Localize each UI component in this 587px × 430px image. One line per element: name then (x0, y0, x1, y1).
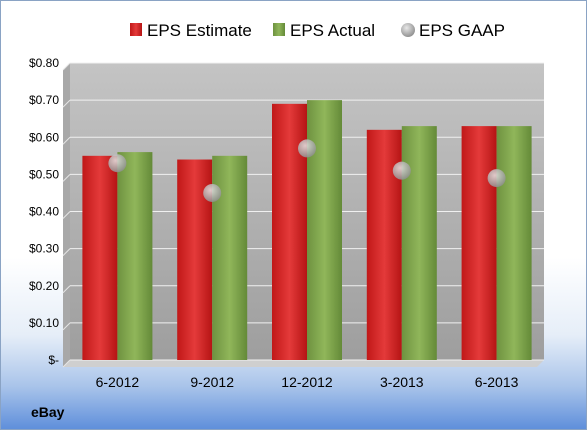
x-category-label: 6-2013 (475, 374, 519, 390)
y-tick-label: $0.80 (29, 56, 59, 70)
gridline-side (62, 136, 71, 145)
eps-estimate-bar (461, 126, 497, 360)
gridline-side (62, 248, 71, 256)
y-tick-label: $0.40 (29, 205, 59, 219)
legend-label-eps-actual: EPS Actual (290, 21, 375, 40)
legend-swatch-eps-actual (273, 23, 285, 36)
gridline-side (62, 99, 71, 108)
eps-actual-bar (401, 126, 437, 360)
eps-gaap-marker (487, 169, 506, 188)
eps-gaap-marker (298, 139, 316, 158)
gridline-side (62, 322, 71, 331)
y-tick-label: $0.70 (29, 93, 59, 107)
eps-gaap-marker (203, 183, 222, 202)
company-label: eBay (31, 404, 65, 420)
gridline-side (62, 174, 71, 182)
legend-label-eps-gaap: EPS GAAP (419, 21, 505, 40)
eps-gaap-marker (108, 154, 127, 173)
gridline-side (62, 285, 71, 294)
plot-floor (63, 360, 544, 367)
y-tick-label: $0.20 (29, 279, 59, 293)
legend-label-eps-estimate: EPS Estimate (147, 21, 252, 40)
eps-estimate-bar (82, 155, 118, 360)
y-tick-label: $0.60 (29, 130, 59, 144)
eps-gaap-marker (392, 161, 411, 180)
x-category-label: 9-2012 (190, 374, 234, 390)
gridline-side (62, 359, 71, 368)
y-tick-label: $0.50 (29, 167, 59, 181)
x-category-label: 3-2013 (380, 374, 424, 390)
eps-actual-bar (307, 100, 342, 360)
y-tick-label: $0.30 (29, 242, 59, 256)
y-tick-label: $- (48, 353, 59, 367)
x-category-label: 12-2012 (281, 374, 333, 390)
eps-actual-bar (496, 126, 532, 360)
x-category-label: 6-2012 (96, 374, 140, 390)
legend-swatch-eps-gaap (401, 23, 415, 37)
gridline-side (62, 62, 71, 71)
y-tick-label: $0.10 (29, 316, 59, 330)
legend-swatch-eps-estimate (130, 23, 142, 36)
gridline-side (62, 211, 71, 219)
eps-actual-bar (117, 152, 153, 360)
